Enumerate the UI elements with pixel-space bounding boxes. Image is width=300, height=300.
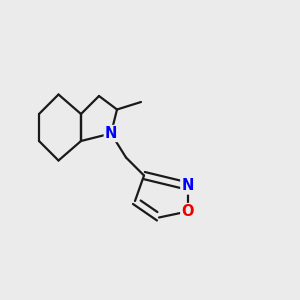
Text: O: O <box>181 204 194 219</box>
Text: N: N <box>105 126 117 141</box>
Text: N: N <box>181 178 194 194</box>
